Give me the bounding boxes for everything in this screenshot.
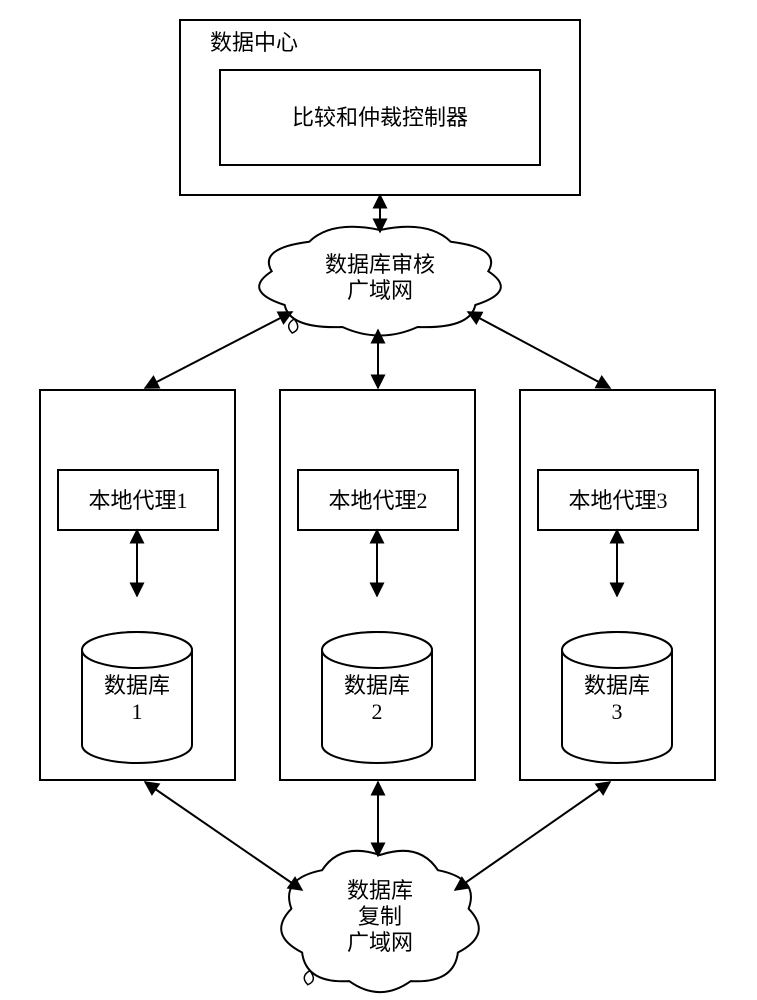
replicate-cloud-line3: 广域网 — [347, 930, 413, 955]
arrow-a1-bcloud — [145, 782, 302, 890]
db-num-2: 2 — [372, 699, 383, 724]
agent-label-1: 本地代理1 — [88, 488, 187, 513]
db-label-1: 数据库 — [104, 673, 170, 698]
arrow-cloud-a3 — [468, 312, 610, 388]
replicate-cloud-curl — [304, 971, 313, 985]
data-center-label: 数据中心 — [210, 30, 298, 55]
audit-cloud-curl — [289, 319, 298, 333]
arrow-cloud-a1 — [145, 312, 292, 388]
controller-label: 比较和仲裁控制器 — [292, 105, 468, 130]
db-num-3: 3 — [612, 699, 623, 724]
agent-label-2: 本地代理2 — [328, 488, 427, 513]
audit-cloud-line2: 广域网 — [347, 278, 413, 303]
db-num-1: 1 — [132, 699, 143, 724]
agent-label-3: 本地代理3 — [568, 488, 667, 513]
arrow-a3-bcloud — [455, 782, 610, 890]
audit-cloud-line1: 数据库审核 — [325, 252, 435, 277]
db-label-2: 数据库 — [344, 673, 410, 698]
replicate-cloud-line2: 复制 — [358, 904, 402, 929]
db-label-3: 数据库 — [584, 673, 650, 698]
replicate-cloud-line1: 数据库 — [347, 878, 413, 903]
